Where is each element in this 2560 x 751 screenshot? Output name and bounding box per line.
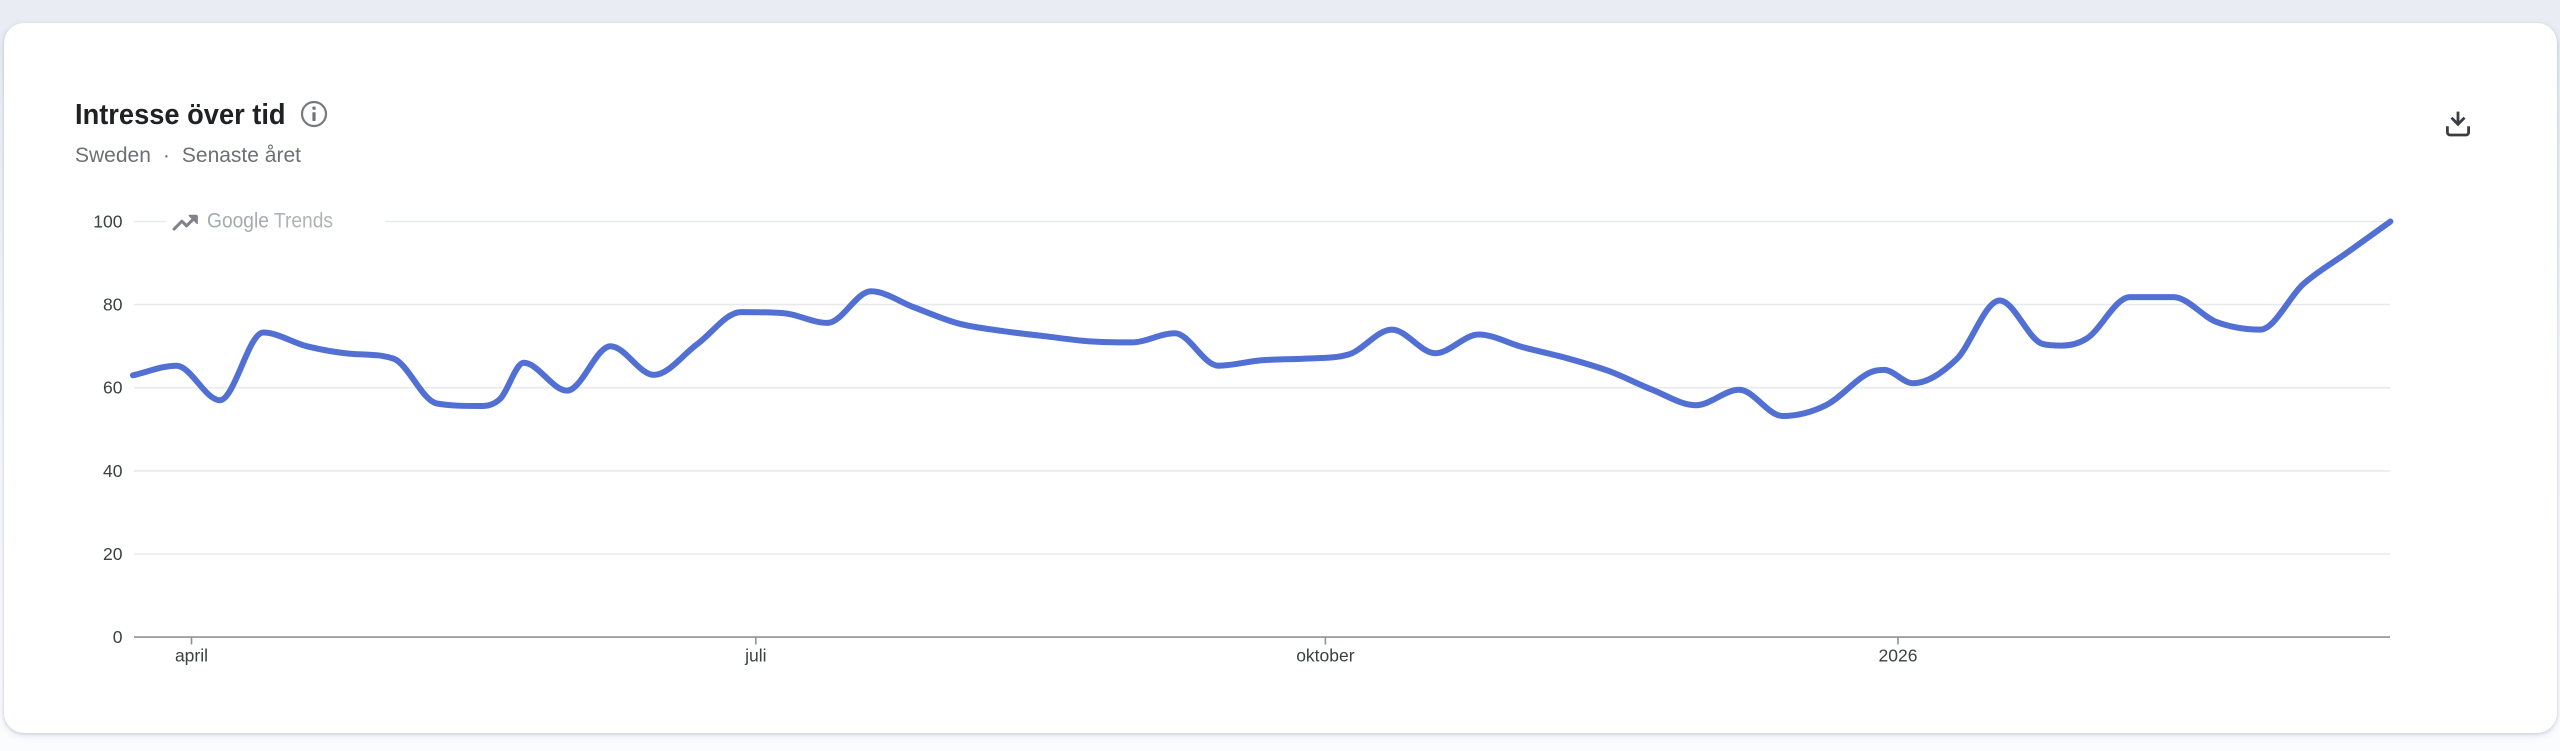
svg-text:80: 80 [103, 295, 123, 315]
svg-text:60: 60 [103, 378, 123, 398]
svg-text:oktober: oktober [1296, 646, 1355, 666]
svg-text:april: april [175, 646, 208, 666]
svg-text:2026: 2026 [1879, 646, 1918, 666]
svg-text:20: 20 [103, 544, 123, 564]
svg-text:juli: juli [744, 646, 766, 666]
svg-text:0: 0 [113, 627, 123, 647]
svg-text:Google Trends: Google Trends [207, 210, 333, 233]
svg-text:100: 100 [93, 212, 122, 232]
svg-text:40: 40 [103, 461, 123, 481]
